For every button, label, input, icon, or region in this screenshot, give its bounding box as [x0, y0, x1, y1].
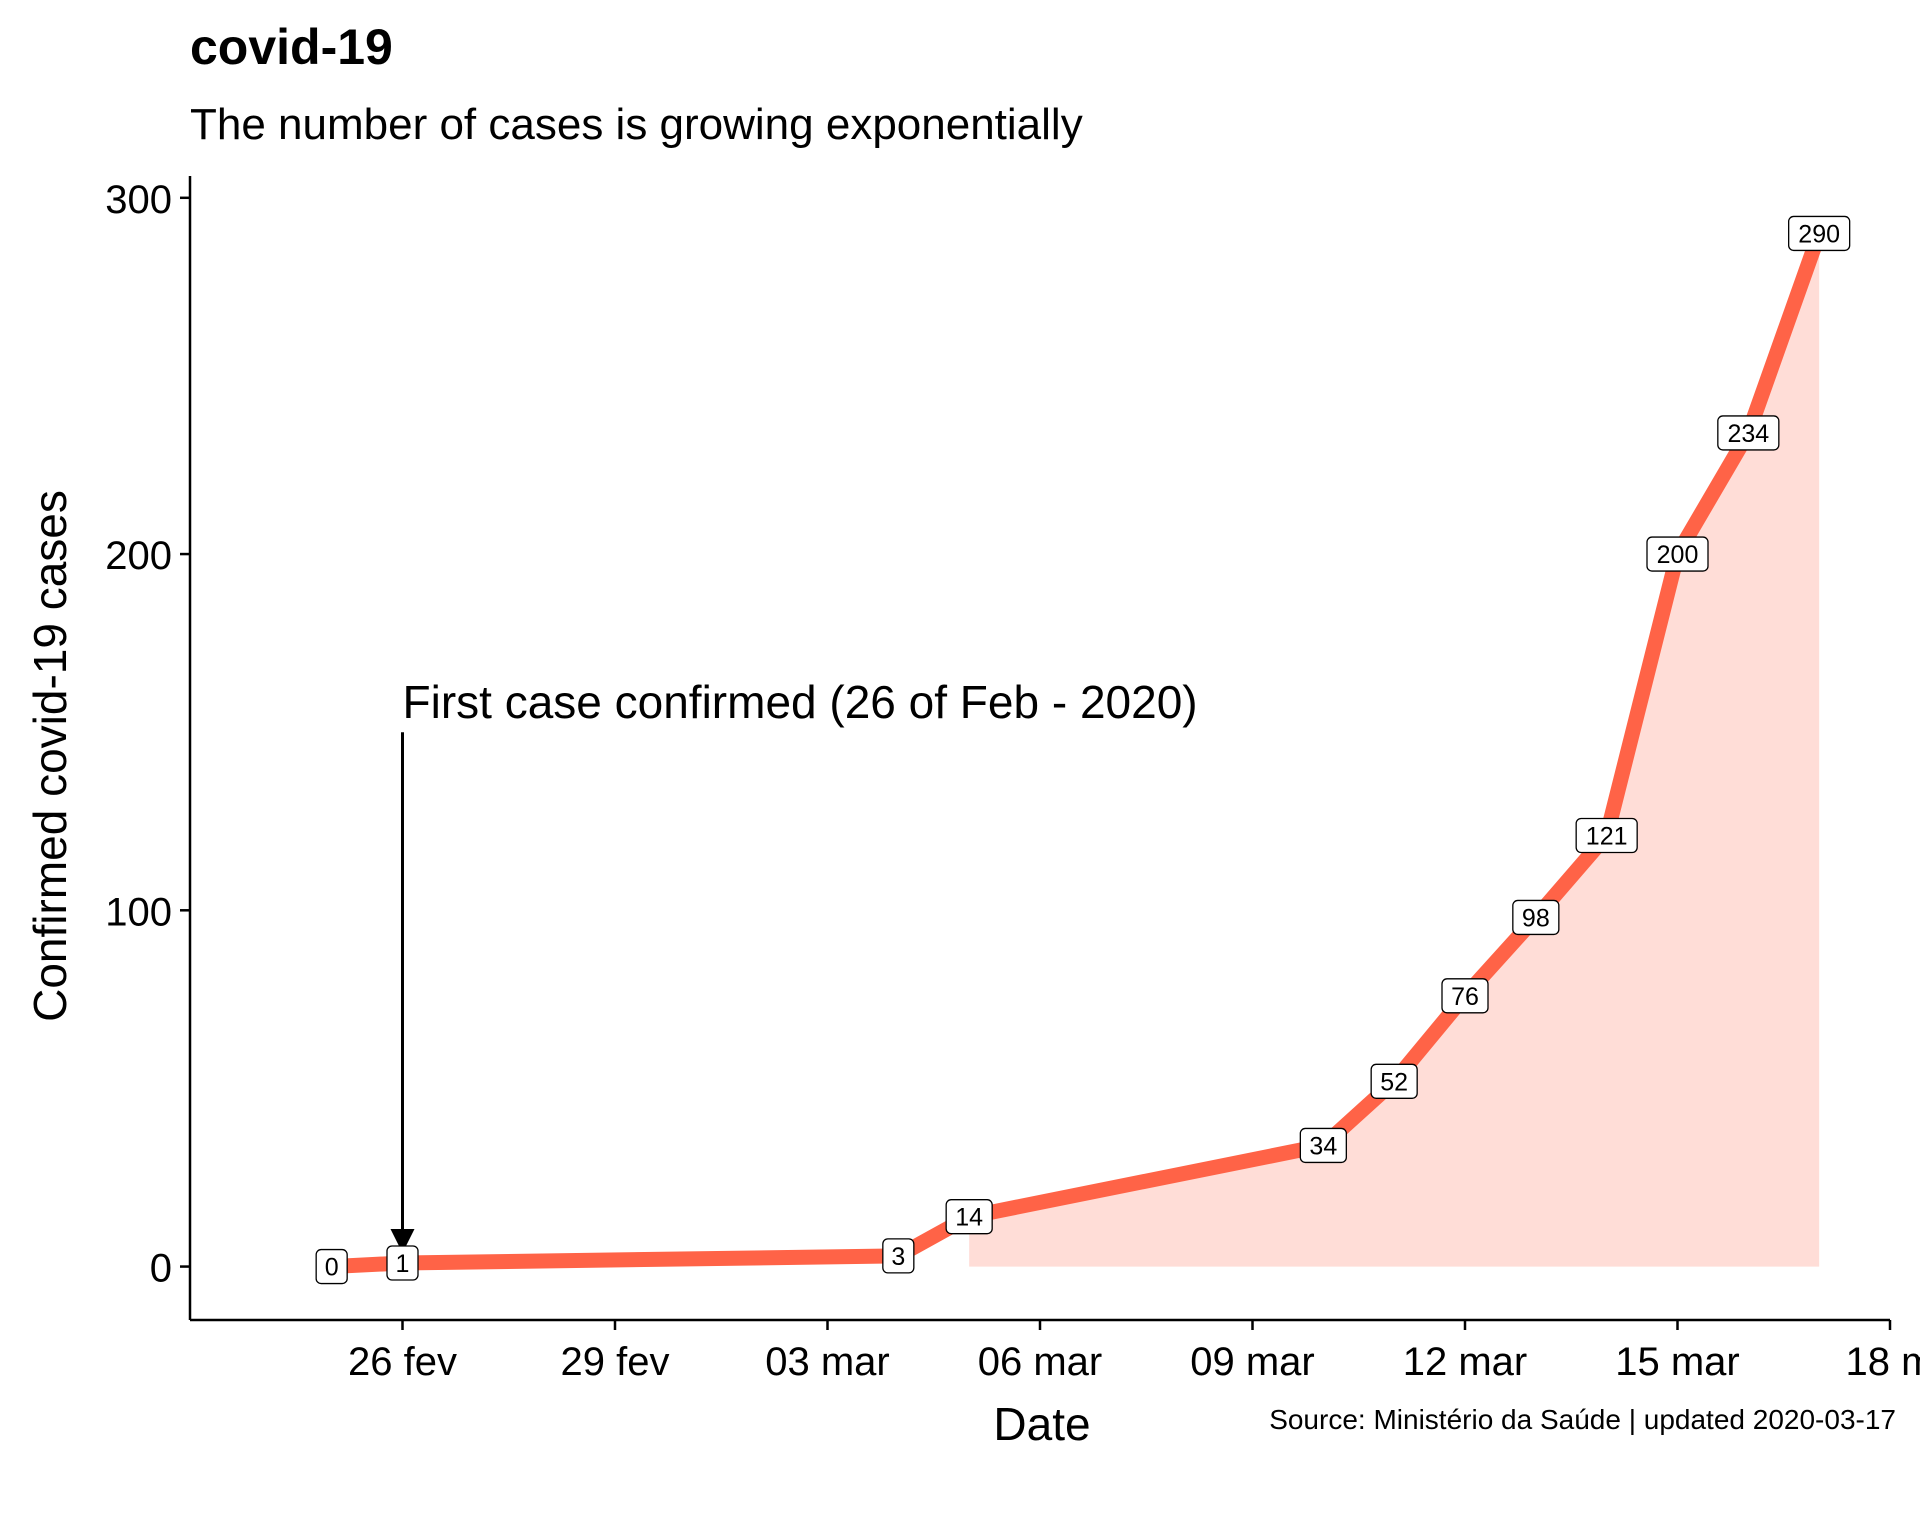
data-label: 234 [1717, 415, 1780, 451]
data-label-box [945, 1199, 993, 1235]
annotation-layer: First case confirmed (26 of Feb - 2020) [390, 676, 1198, 1253]
data-label-text: 1 [396, 1250, 410, 1278]
source-caption: Source: Ministério da Saúde | updated 20… [1269, 1404, 1896, 1435]
series-line [331, 230, 1827, 1275]
x-axis-title: Date [993, 1398, 1090, 1450]
data-label-box [1299, 1127, 1347, 1164]
area-fill-layer [969, 233, 1820, 1267]
data-label-box [882, 1238, 915, 1274]
y-axis-title: Confirmed covid-19 cases [24, 490, 76, 1022]
data-label-box [315, 1248, 348, 1285]
y-tick-label: 100 [105, 890, 172, 934]
area-fill [969, 233, 1820, 1267]
data-label-box [1370, 1063, 1418, 1099]
x-tick-label: 09 mar [1190, 1340, 1315, 1384]
x-tick-label: 06 mar [978, 1340, 1103, 1384]
data-label-box [1512, 899, 1560, 936]
data-label-box [1788, 215, 1851, 252]
data-label-box [1717, 415, 1780, 451]
annotation-arrowhead [390, 1229, 415, 1253]
data-label-box [1441, 978, 1489, 1014]
data-label: 1 [386, 1245, 419, 1281]
data-label-text: 121 [1586, 823, 1628, 851]
data-label-text: 76 [1451, 983, 1479, 1011]
data-label-text: 14 [955, 1204, 983, 1232]
data-label: 14 [945, 1199, 993, 1235]
data-label-text: 34 [1309, 1132, 1337, 1160]
chart-title: covid-19 [190, 19, 393, 75]
data-label-text: 0 [325, 1254, 339, 1282]
data-label: 98 [1512, 899, 1560, 936]
x-tick-label: 18 m [1846, 1340, 1920, 1384]
series-line-layer [331, 230, 1827, 1275]
x-tick-label: 12 mar [1403, 1340, 1528, 1384]
data-label-text: 290 [1798, 220, 1840, 248]
data-label: 121 [1575, 817, 1638, 854]
data-label-text: 98 [1522, 904, 1550, 932]
data-label-box [1646, 536, 1709, 572]
data-label: 0 [315, 1248, 348, 1285]
data-label-text: 52 [1380, 1068, 1408, 1096]
chart-subtitle: The number of cases is growing exponenti… [190, 100, 1083, 149]
data-label-text: 200 [1657, 541, 1699, 569]
data-label: 3 [882, 1238, 915, 1274]
data-label: 76 [1441, 978, 1489, 1014]
data-label-text: 3 [891, 1243, 905, 1271]
x-tick-label: 29 fev [561, 1340, 670, 1384]
y-tick-label: 0 [150, 1247, 172, 1291]
data-label: 200 [1646, 536, 1709, 572]
data-label-text: 234 [1727, 420, 1769, 448]
data-label: 290 [1788, 215, 1851, 252]
annotation-text: First case confirmed (26 of Feb - 2020) [403, 676, 1198, 728]
data-label-box [1575, 817, 1638, 854]
data-label-box [386, 1245, 419, 1281]
x-tick-label: 26 fev [348, 1340, 457, 1384]
y-tick-label: 200 [105, 534, 172, 578]
axes-layer: 0 100 200 300 26 fev 29 fev 03 mar 06 mar 09 mar… [105, 176, 1920, 1384]
data-labels-layer: 0 1 3 14 34 52 76 98 121 200 234 290 [315, 215, 1851, 1285]
x-tick-label: 03 mar [765, 1340, 890, 1384]
data-label: 52 [1370, 1063, 1418, 1099]
data-label: 34 [1299, 1127, 1347, 1164]
y-tick-label: 300 [105, 178, 172, 222]
x-tick-label: 15 mar [1615, 1340, 1740, 1384]
